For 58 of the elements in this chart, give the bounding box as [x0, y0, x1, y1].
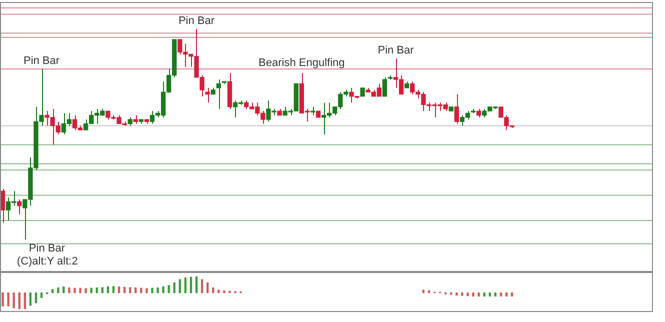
- bar: [461, 292, 464, 296]
- bar: [190, 276, 192, 294]
- bar: [228, 290, 231, 294]
- bar: [505, 292, 508, 296]
- text: Pin Bar: [178, 14, 215, 27]
- candlestick: [382, 76, 388, 97]
- bar: [57, 288, 60, 294]
- bar: [74, 288, 76, 294]
- bar: [101, 287, 104, 294]
- bar: [472, 292, 474, 296]
- annotation: Pin Bar: [23, 54, 60, 67]
- bar: [206, 282, 209, 294]
- candlestick: [205, 87, 210, 104]
- annotation: Pin Bar: [378, 44, 414, 56]
- bar: [112, 286, 115, 294]
- bar: [195, 276, 198, 294]
- bar: [510, 292, 514, 296]
- bar: [168, 285, 170, 294]
- bar: [212, 288, 214, 294]
- bar: [494, 292, 496, 296]
- bar: [118, 286, 120, 294]
- bar: [184, 277, 187, 294]
- text: (C)alt:Y alt:2: [16, 256, 78, 268]
- bar: [500, 292, 502, 296]
- bar: [84, 288, 87, 294]
- bar: [106, 286, 110, 294]
- candlestick: [454, 94, 459, 124]
- text: Pin Bar: [28, 242, 66, 255]
- bar: [90, 288, 92, 294]
- bar: [156, 288, 159, 294]
- bar: [128, 287, 132, 294]
- bar: [466, 292, 469, 296]
- bar: [173, 282, 176, 294]
- bar: [134, 288, 137, 294]
- bar: [151, 288, 154, 294]
- bar: [34, 292, 38, 304]
- bar: [68, 288, 70, 294]
- bar: [2, 292, 4, 306]
- bar: [223, 290, 226, 294]
- bar: [200, 279, 204, 294]
- bar: [7, 292, 10, 306]
- bar: [96, 288, 98, 294]
- bar: [18, 292, 20, 310]
- bar: [146, 288, 148, 294]
- bar: [162, 286, 164, 294]
- bar: [456, 292, 458, 296]
- annotation: Bearish Engulfing: [258, 57, 345, 70]
- bar: [478, 292, 480, 296]
- bar: [488, 292, 491, 296]
- bar: [52, 289, 54, 294]
- bar: [29, 292, 32, 306]
- bar: [483, 292, 486, 296]
- bar: [40, 292, 43, 298]
- bar: [178, 279, 181, 294]
- bar: [79, 288, 82, 294]
- bar: [12, 292, 15, 308]
- bar: [24, 292, 26, 310]
- bar: [62, 286, 65, 294]
